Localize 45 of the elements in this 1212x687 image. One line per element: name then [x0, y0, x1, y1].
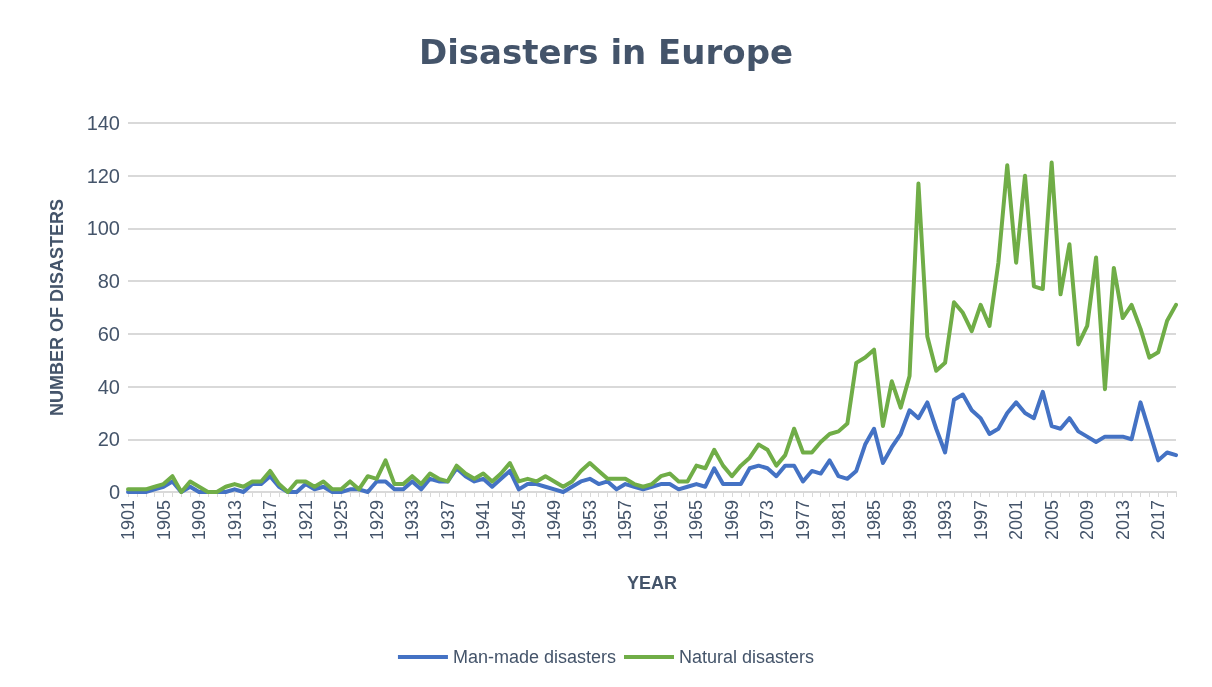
x-tick-label: 1981	[828, 500, 849, 541]
x-tick-label: 1917	[260, 500, 281, 541]
x-tick-label: 1905	[153, 500, 174, 541]
x-tick-label: 1913	[224, 500, 245, 541]
x-tick-label: 1977	[792, 500, 813, 541]
legend-label: Natural disasters	[679, 647, 815, 667]
x-tick-label: 1909	[189, 500, 210, 541]
x-tick-label: 1933	[402, 500, 423, 541]
y-axis-title: NUMBER OF DISASTERS	[47, 198, 67, 417]
x-tick-label: 1925	[331, 500, 352, 541]
x-tick-label: 1945	[508, 500, 529, 541]
x-tick-label: 2009	[1077, 500, 1098, 541]
x-tick-label: 1901	[118, 500, 138, 541]
y-tick-label: 100	[86, 217, 120, 240]
y-tick-label: 0	[108, 481, 120, 503]
x-tick-label: 1953	[579, 500, 600, 541]
x-axis-title: YEAR	[626, 573, 678, 593]
x-tick-label: 2013	[1112, 500, 1133, 541]
x-tick-label: 1969	[721, 500, 742, 541]
y-tick-label: 20	[97, 428, 120, 451]
chart-title: Disasters in Europe	[418, 32, 794, 72]
legend-label: Man-made disasters	[452, 647, 617, 667]
x-tick-label: 1965	[686, 500, 707, 541]
x-tick-label: 2005	[1041, 500, 1062, 541]
y-tick-label: 40	[97, 375, 120, 398]
x-tick-label: 2001	[1006, 500, 1027, 541]
y-tick-label: 120	[86, 164, 120, 187]
x-tick-label: 1973	[757, 500, 778, 541]
y-tick-label: 60	[97, 322, 120, 345]
line-series	[126, 160, 1178, 494]
x-tick-label: 1929	[366, 500, 387, 541]
y-tick-label: 80	[97, 270, 120, 293]
line-series	[126, 389, 1178, 494]
x-tick-label: 1937	[437, 500, 458, 541]
y-tick-label: 140	[86, 112, 120, 134]
x-tick-label: 1949	[544, 500, 565, 541]
x-tick-label: 1989	[899, 500, 920, 541]
x-tick-label: 1997	[970, 500, 991, 541]
x-tick-label: 1941	[473, 500, 494, 541]
x-tick-label: 1961	[650, 500, 671, 541]
x-tick-label: 1921	[295, 500, 316, 541]
x-tick-label: 1993	[935, 500, 956, 541]
x-tick-label: 2017	[1148, 500, 1169, 541]
x-tick-label: 1985	[864, 500, 885, 541]
x-tick-label: 1957	[615, 500, 636, 541]
